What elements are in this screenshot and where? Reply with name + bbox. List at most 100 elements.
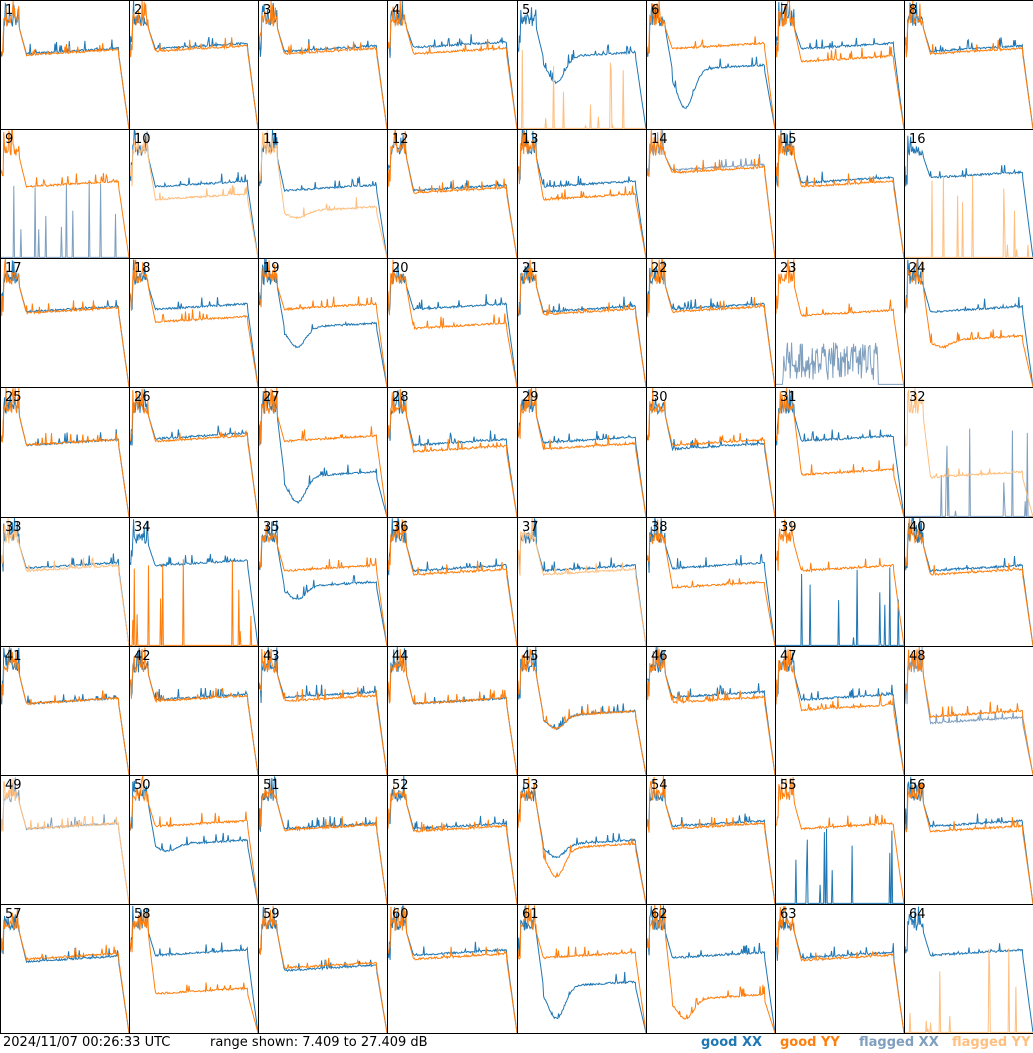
- panel-plot: [259, 1, 387, 129]
- panel-number: 50: [134, 778, 151, 793]
- yy-series-line: [259, 388, 387, 517]
- antenna-panel: 37: [517, 517, 647, 647]
- yy-series-line: [1, 908, 129, 1033]
- yy-series-line: [259, 260, 387, 387]
- xx-series-line: [776, 828, 904, 904]
- yy-series-line: [388, 519, 517, 646]
- legend-flagged-yy: flagged YY: [952, 1035, 1031, 1050]
- panel-number: 31: [780, 390, 797, 405]
- yy-series-line: [518, 776, 646, 904]
- panel-number: 55: [780, 778, 797, 793]
- panel-number: 4: [392, 3, 401, 18]
- yy-series-line: [1, 130, 129, 258]
- antenna-panel: 51: [258, 775, 388, 905]
- panel-number: 11: [263, 132, 280, 147]
- xx-series-line: [130, 780, 258, 904]
- panel-plot: [776, 519, 904, 646]
- yy-series-line: [388, 906, 517, 1033]
- panel-plot: [905, 776, 1033, 904]
- panel-plot: [905, 135, 1033, 258]
- panel-plot: [259, 776, 387, 904]
- panel-plot: [776, 259, 904, 387]
- panel-plot: [1, 130, 129, 258]
- antenna-panel: 30: [646, 387, 776, 518]
- panel-plot: [130, 776, 258, 904]
- xx-series-line: [776, 647, 904, 775]
- yy-series-line: [518, 259, 646, 387]
- panel-plot: [259, 905, 387, 1033]
- antenna-panel: 48: [904, 646, 1033, 776]
- antenna-panel: 57: [0, 904, 130, 1034]
- yy-series-line: [905, 259, 1033, 387]
- yy-series-line: [1, 778, 129, 904]
- yy-series-line: [905, 948, 1033, 1033]
- panel-number: 58: [134, 907, 151, 922]
- xx-series-line: [130, 519, 258, 646]
- yy-series-line: [518, 649, 646, 775]
- antenna-panel: 58: [129, 904, 259, 1034]
- yy-series-line: [130, 909, 258, 1033]
- yy-series-line: [647, 905, 775, 1033]
- antenna-panel: 36: [387, 517, 518, 647]
- xx-series-line: [905, 2, 1033, 129]
- panel-number: 12: [392, 132, 409, 147]
- xx-series-line: [388, 905, 517, 1033]
- xx-series-line: [130, 905, 258, 1033]
- yy-series-line: [776, 519, 904, 646]
- xx-series-line: [905, 776, 1033, 904]
- antenna-panel: 49: [0, 775, 130, 905]
- antenna-panel: 11: [258, 129, 388, 259]
- antenna-panel: 38: [646, 517, 776, 647]
- panel-number: 54: [651, 778, 668, 793]
- xx-series-line: [905, 906, 1033, 1033]
- xx-series-line: [647, 261, 775, 387]
- xx-series-line: [1, 914, 129, 1033]
- yy-series-line: [905, 518, 1033, 646]
- antenna-panel: 8: [904, 0, 1033, 130]
- panel-number: 44: [392, 649, 409, 664]
- antenna-panel: 40: [904, 517, 1033, 647]
- xx-series-line: [518, 7, 646, 129]
- panel-number: 27: [263, 390, 280, 405]
- panel-number: 62: [651, 907, 668, 922]
- yy-series-line: [647, 776, 775, 904]
- panel-plot: [518, 905, 646, 1033]
- panel-number: 59: [263, 907, 280, 922]
- yy-series-line: [776, 649, 904, 775]
- antenna-panel: 33: [0, 517, 130, 647]
- panel-plot: [647, 776, 775, 904]
- xx-series-line: [1, 647, 129, 775]
- panel-plot: [518, 259, 646, 387]
- panel-plot: [130, 519, 258, 646]
- panel-plot: [905, 388, 1033, 517]
- timestamp: 2024/11/07 00:26:33 UTC: [3, 1035, 171, 1050]
- panel-plot: [388, 518, 517, 646]
- panel-plot: [905, 906, 1033, 1033]
- panel-number: 24: [909, 261, 926, 276]
- panel-plot: [905, 1, 1033, 129]
- panel-plot: [776, 647, 904, 775]
- antenna-panel: 5: [517, 0, 647, 130]
- panel-number: 21: [522, 261, 539, 276]
- panel-plot: [259, 647, 387, 775]
- panel-number: 57: [5, 907, 22, 922]
- xx-series-line: [647, 130, 775, 258]
- antenna-panel: 59: [258, 904, 388, 1034]
- legend-good-yy: good YY: [780, 1035, 840, 1050]
- panel-plot: [647, 1, 775, 129]
- xx-series-line: [130, 647, 258, 775]
- panel-number: 26: [134, 390, 151, 405]
- panel-number: 56: [909, 778, 926, 793]
- panel-number: 18: [134, 261, 151, 276]
- xx-series-line: [905, 647, 1033, 775]
- yy-series-line: [905, 1, 1033, 129]
- yy-series-line: [130, 131, 258, 258]
- yy-series-line: [259, 648, 387, 775]
- panel-plot: [518, 647, 646, 775]
- antenna-panel: 25: [0, 387, 130, 518]
- panel-plot: [647, 388, 775, 517]
- panel-plot: [259, 520, 387, 646]
- panel-number: 17: [5, 261, 22, 276]
- xx-series-line: [259, 776, 387, 904]
